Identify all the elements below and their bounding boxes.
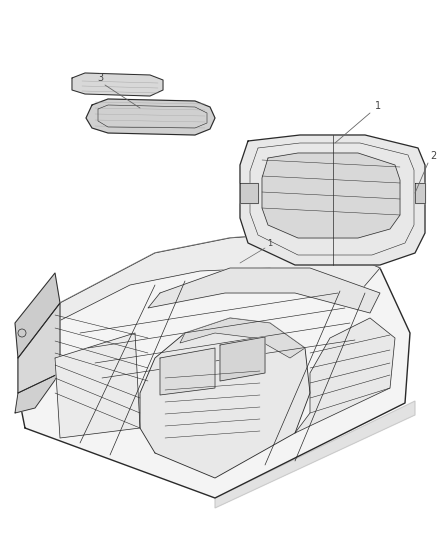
Text: 1: 1: [267, 239, 272, 248]
Text: 2: 2: [430, 151, 436, 161]
Polygon shape: [240, 135, 425, 265]
Polygon shape: [15, 373, 60, 413]
Polygon shape: [215, 401, 415, 508]
Polygon shape: [262, 153, 400, 238]
Polygon shape: [55, 333, 140, 438]
Text: 1: 1: [375, 101, 381, 111]
Polygon shape: [148, 268, 380, 313]
Polygon shape: [18, 303, 60, 393]
Polygon shape: [240, 183, 258, 203]
Polygon shape: [15, 273, 60, 358]
Polygon shape: [220, 337, 265, 381]
Polygon shape: [160, 348, 215, 395]
Polygon shape: [415, 183, 425, 203]
Polygon shape: [140, 318, 310, 478]
Polygon shape: [180, 318, 305, 358]
Polygon shape: [295, 318, 395, 433]
Polygon shape: [72, 73, 163, 96]
Polygon shape: [18, 233, 410, 498]
Polygon shape: [86, 99, 215, 135]
Polygon shape: [55, 233, 380, 323]
Text: 3: 3: [97, 73, 103, 83]
